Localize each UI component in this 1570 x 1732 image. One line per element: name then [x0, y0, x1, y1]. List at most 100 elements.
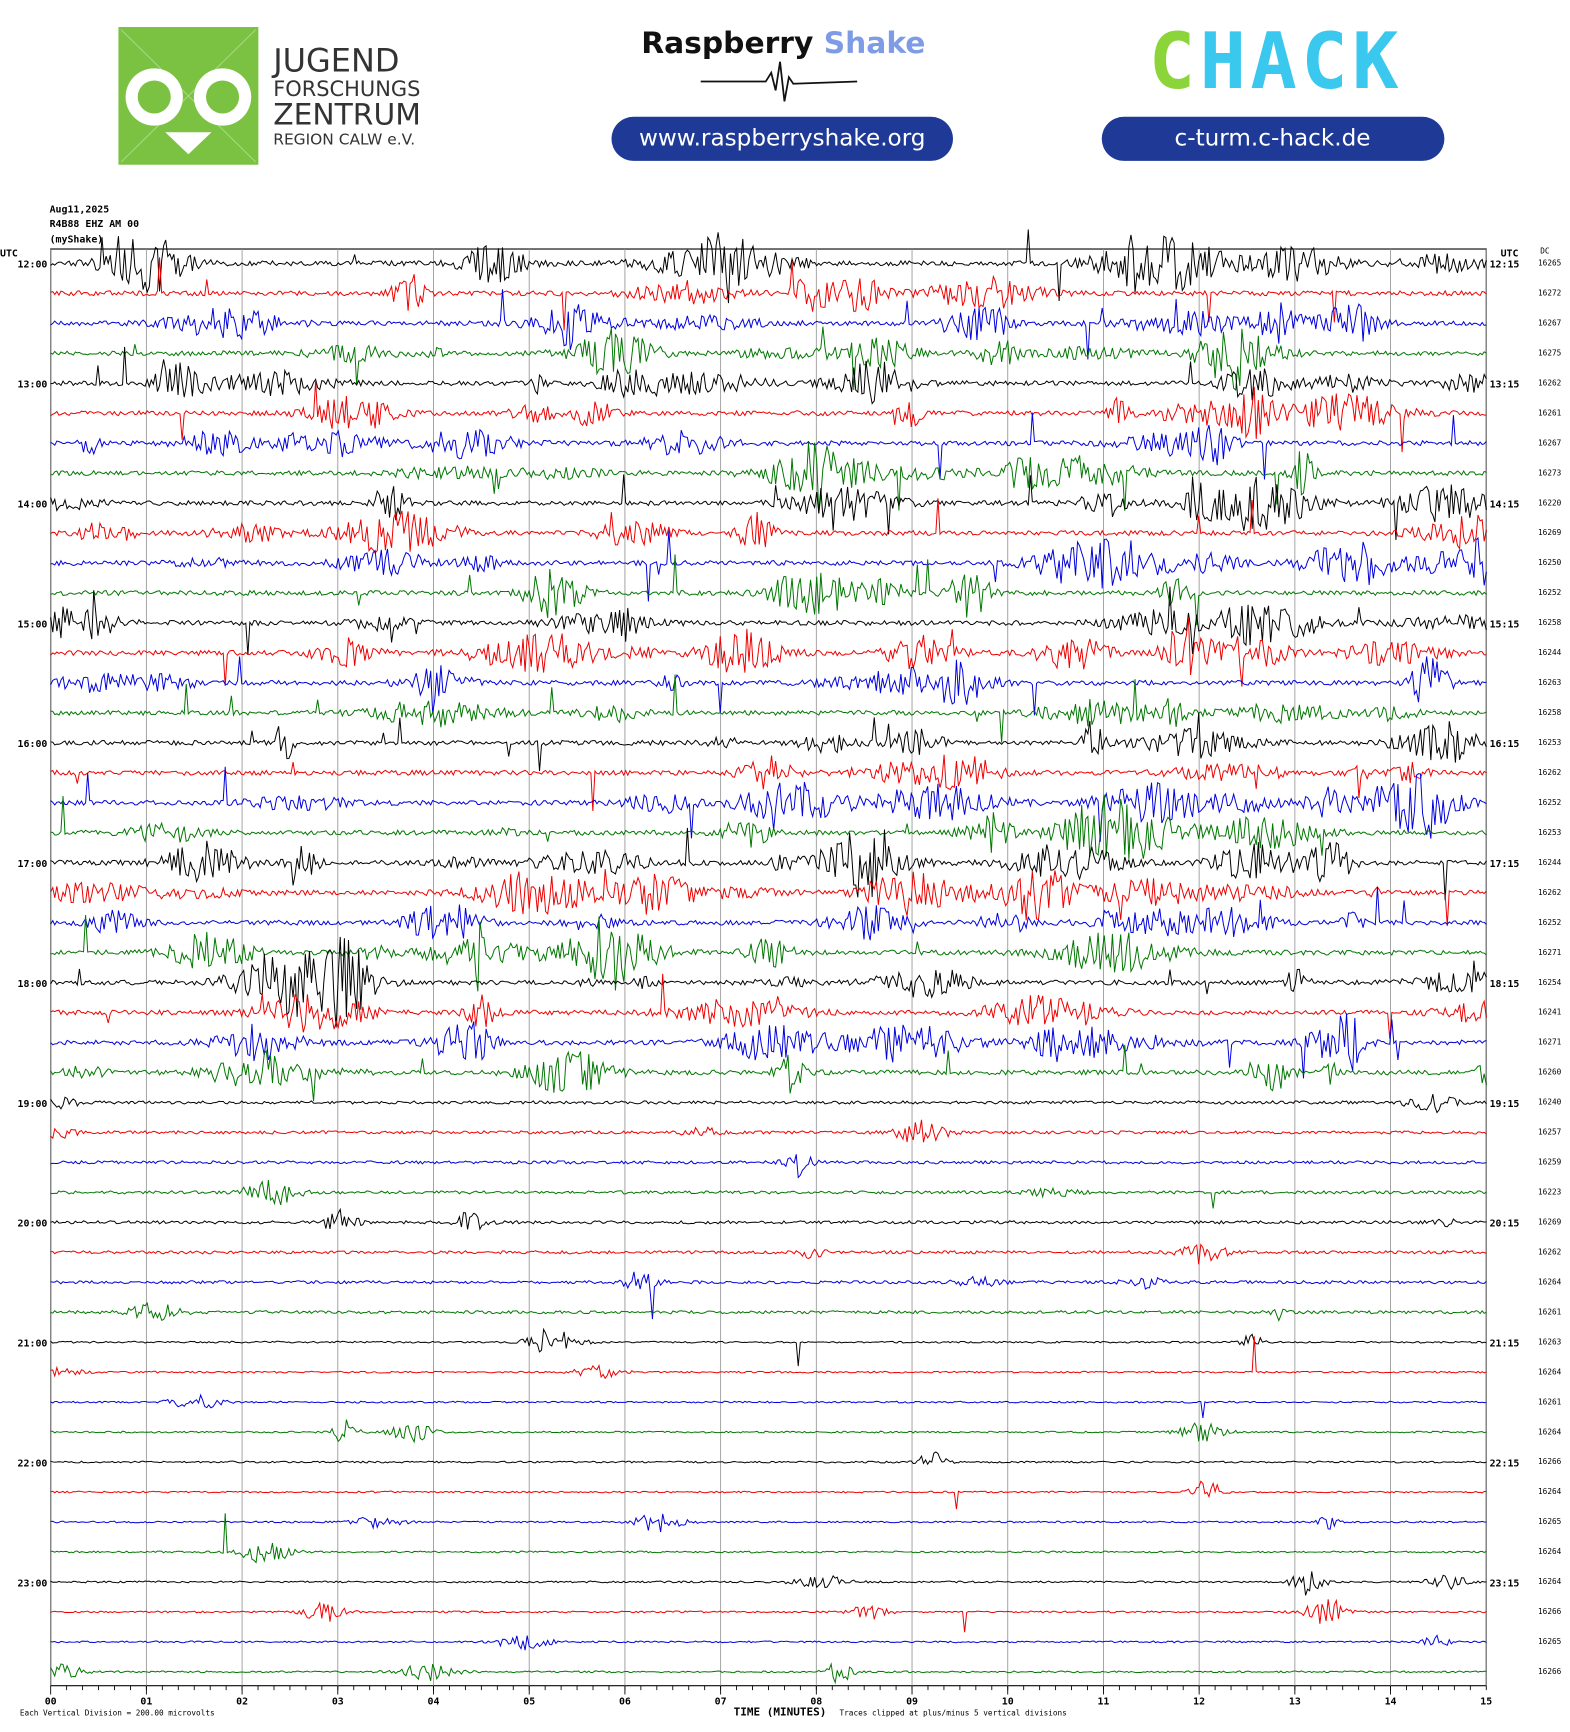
trace: [50, 674, 1487, 743]
trace: [50, 474, 1487, 541]
dc-value: 16265: [1538, 259, 1562, 268]
dc-value: 16269: [1538, 1218, 1562, 1227]
dc-value: 16263: [1538, 1337, 1562, 1346]
trace: [50, 1243, 1487, 1265]
trace: [50, 794, 1487, 859]
trace: [50, 712, 1487, 772]
dc-value: 16267: [1538, 438, 1562, 447]
left-time-label: 18:00: [18, 979, 48, 990]
trace: [50, 498, 1487, 554]
trace: [50, 973, 1487, 1040]
trace: [50, 586, 1487, 656]
x-tick-label: 14: [1385, 1696, 1397, 1707]
dc-value: 16264: [1538, 1577, 1562, 1586]
dc-value: 16266: [1538, 1667, 1562, 1676]
trace: [50, 886, 1487, 941]
dc-value: 16264: [1538, 1367, 1562, 1376]
trace: [50, 617, 1487, 687]
jfz-logo: JUGEND FORSCHUNGS ZENTRUM REGION CALW e.…: [118, 27, 421, 165]
left-time-label: 14:00: [18, 499, 48, 510]
trace: [50, 346, 1487, 405]
trace: [50, 229, 1487, 304]
x-tick-label: 05: [523, 1696, 535, 1707]
logo-text: REGION CALW e.V.: [273, 130, 415, 148]
left-time-label: 19:00: [18, 1099, 48, 1110]
x-tick-label: 06: [619, 1696, 631, 1707]
logo-text: ZENTRUM: [273, 98, 421, 133]
dc-value: 16275: [1538, 348, 1562, 357]
logo-text: JUGEND: [271, 42, 399, 80]
dc-value: 16244: [1538, 648, 1562, 657]
trace: [50, 554, 1487, 626]
right-time-label: 23:15: [1490, 1578, 1520, 1589]
trace: [50, 766, 1487, 842]
dc-value: 16254: [1538, 978, 1562, 987]
dc-value: 16262: [1538, 768, 1561, 777]
right-time-label: 12:15: [1490, 260, 1520, 271]
dc-value: 16262: [1538, 378, 1561, 387]
trace: [50, 1013, 1487, 1079]
dc-value: 16272: [1538, 289, 1561, 298]
trace: [50, 1119, 1487, 1143]
left-time-label: 17:00: [18, 859, 48, 870]
trace: [50, 1301, 1487, 1322]
x-tick-label: 07: [715, 1696, 727, 1707]
x-tick-label: 13: [1289, 1696, 1301, 1707]
dc-value: 16265: [1538, 1517, 1562, 1526]
trace: [50, 1513, 1487, 1533]
left-time-label: 23:00: [18, 1578, 48, 1589]
trace: [50, 1093, 1487, 1114]
dc-value: 16269: [1538, 528, 1562, 537]
dc-value: 16258: [1538, 618, 1562, 627]
right-time-label: 15:15: [1490, 619, 1520, 630]
dc-value: 16264: [1538, 1277, 1562, 1286]
dc-value: 16240: [1538, 1098, 1562, 1107]
dc-value: 16263: [1538, 678, 1562, 687]
dc-value: 16261: [1538, 1307, 1562, 1316]
dc-value: 16266: [1538, 1607, 1562, 1616]
x-tick-label: 01: [140, 1696, 152, 1707]
url-pill: [1101, 116, 1445, 161]
left-time-label: 21:00: [18, 1339, 48, 1350]
url: c-turm.c-hack.de: [1175, 125, 1371, 151]
rs-logo: Raspberry Shake www.raspberryshake.org: [611, 26, 954, 161]
dc-value: 16262: [1538, 1247, 1561, 1256]
brand-part: Shake: [824, 26, 926, 61]
trace: [50, 1044, 1487, 1102]
x-tick-label: 02: [236, 1696, 248, 1707]
dc-value: 16262: [1538, 888, 1561, 897]
right-time-label: 14:15: [1490, 499, 1520, 510]
logo-lines: [120, 29, 256, 163]
dc-value: 16266: [1538, 1457, 1562, 1466]
labels: 00 01 02 03 04 05 06 07 08 09 10 11 12 13 14 15 16265 162…: [18, 259, 1562, 1708]
logo-text: FORSCHUNGS: [273, 77, 420, 101]
dc-value: 16265: [1538, 1637, 1562, 1646]
chack-logo: CHACK c-turm.c-hack.de: [1101, 17, 1445, 161]
right-time-label: 17:15: [1490, 859, 1520, 870]
trace: [50, 257, 1487, 331]
dc-value: 16253: [1538, 738, 1562, 747]
trace: [50, 326, 1487, 392]
right-unit: UTC: [1501, 249, 1519, 260]
dc-label: DC: [1540, 246, 1550, 255]
dc-value: 16261: [1538, 1397, 1562, 1406]
owl-pupil: [206, 80, 240, 114]
trace: [50, 1393, 1487, 1419]
left-time-label: 13:00: [18, 380, 48, 391]
trace: [50, 1451, 1487, 1466]
trace: [50, 656, 1487, 716]
right-time-label: 16:15: [1490, 739, 1520, 750]
dc-value: 16264: [1538, 1547, 1562, 1556]
left-time-label: 12:00: [18, 260, 48, 271]
trace: [50, 1571, 1487, 1596]
trace: [50, 412, 1487, 480]
owl-pupil: [137, 80, 171, 114]
traces: [50, 229, 1487, 1685]
x-tick-label: 15: [1480, 1696, 1492, 1707]
dc-value: 16261: [1538, 408, 1562, 417]
dc-value: 16252: [1538, 798, 1561, 807]
trace: [50, 1662, 1487, 1685]
trace: [50, 1207, 1487, 1231]
trace: [50, 1480, 1487, 1510]
left-unit: UTC: [0, 249, 18, 260]
